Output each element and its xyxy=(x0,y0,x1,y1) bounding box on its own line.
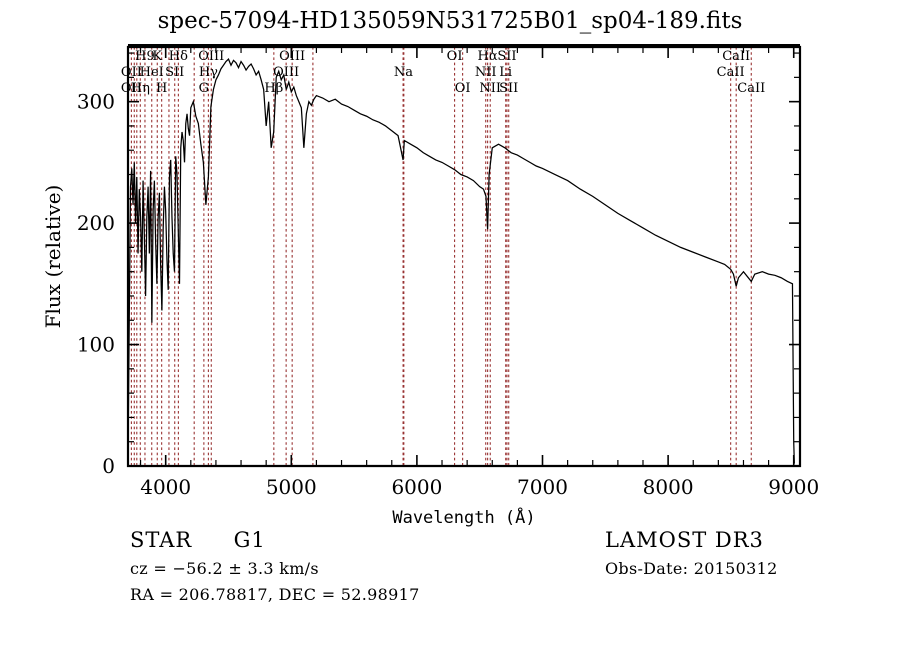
plot-axes xyxy=(126,45,802,468)
spectral-line-label: Li xyxy=(499,65,512,80)
spectral-line-label: SII xyxy=(165,65,184,80)
spectral-line-label: HeI xyxy=(140,65,164,80)
page-title: spec-57094-HD135059N531725B01_sp04-189.f… xyxy=(157,8,743,34)
x-tick-label: 7000 xyxy=(517,475,568,499)
title-underline xyxy=(128,44,800,46)
spectral-line-label: Hη xyxy=(131,81,150,96)
spectral-line-label: CaII xyxy=(737,81,765,96)
spectral-line-label: OIII xyxy=(279,49,305,64)
spectral-line-label: SII xyxy=(499,81,518,96)
x-tick-label: 6000 xyxy=(391,475,442,499)
y-tick-label: 200 xyxy=(77,211,115,235)
axis-tick-labels: 4000 5000 6000 7000 8000 9000 0 100 200 300 Wavele… xyxy=(41,90,819,528)
spectral-line-label: OI xyxy=(447,49,463,64)
coordinates: RA = 206.78817, DEC = 52.98917 xyxy=(130,585,420,604)
observation-date: Obs-Date: 20150312 xyxy=(605,559,778,578)
flux-trace xyxy=(127,58,795,464)
x-tick-label: 9000 xyxy=(768,475,819,499)
x-tick-label: 8000 xyxy=(643,475,694,499)
spectral-line-label: K xyxy=(152,49,162,64)
spectral-line-label: NII xyxy=(479,81,501,96)
y-tick-label: 100 xyxy=(77,333,115,357)
spectral-line-markers xyxy=(130,47,752,466)
spectral-line-label: H9 xyxy=(135,49,155,64)
spectral-line-label: NII xyxy=(475,65,497,80)
spectrum-curve xyxy=(127,58,795,464)
spectral-class: G1 xyxy=(233,528,266,552)
object-classification: STAR G1 xyxy=(130,528,420,552)
spectral-line-label: SII xyxy=(497,49,516,64)
x-axis-title: Wavelength (Å) xyxy=(392,506,535,528)
radial-velocity: cz = −56.2 ± 3.3 km/s xyxy=(130,559,319,578)
spectral-line-label: Na xyxy=(394,65,413,80)
spectral-line-label: Hα xyxy=(478,49,498,64)
footer-right-block: LAMOST DR3 Obs-Date: 20150312 xyxy=(605,528,778,585)
spectral-line-label: OIII xyxy=(273,65,299,80)
spectral-line-label: OII xyxy=(121,65,142,80)
spectral-line-label: Hγ xyxy=(199,65,218,80)
survey-name: LAMOST DR3 xyxy=(605,528,764,552)
spectral-line-label: H xyxy=(156,81,167,96)
object-type: STAR xyxy=(130,528,193,552)
y-tick-label: 300 xyxy=(77,90,115,114)
spectral-line-label: OIII xyxy=(198,49,224,64)
y-tick-label: 0 xyxy=(102,454,115,478)
spectral-line-label: OI xyxy=(455,81,471,96)
spectral-line-label: Hβ xyxy=(264,81,283,96)
y-axis-title: Flux (relative) xyxy=(41,185,65,329)
x-tick-label: 5000 xyxy=(266,475,317,499)
x-tick-label: 4000 xyxy=(140,475,191,499)
axis-frame xyxy=(126,45,802,468)
spectral-line-label: CaII xyxy=(717,65,745,80)
spectral-line-label: G xyxy=(199,81,209,96)
spectral-line-label: Hδ xyxy=(169,49,188,64)
spectral-line-label: CaII xyxy=(722,49,750,64)
spectral-line-label: OII xyxy=(121,81,142,96)
footer-left-block: STAR G1 cz = −56.2 ± 3.3 km/s RA = 206.7… xyxy=(130,528,420,611)
